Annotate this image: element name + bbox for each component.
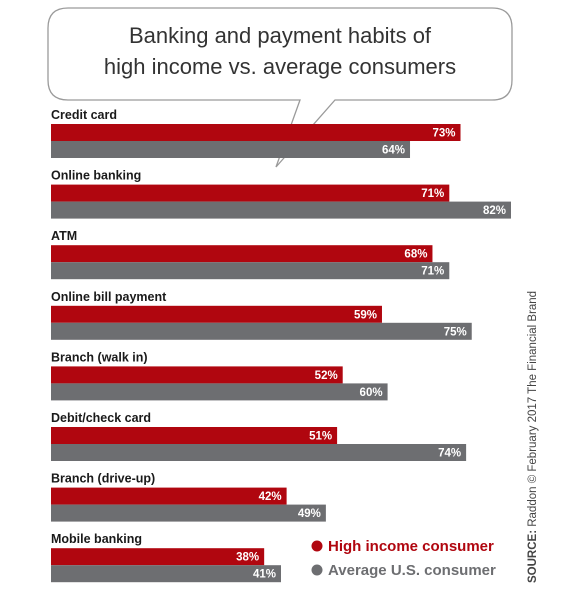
bar-average	[51, 565, 281, 583]
bar-value-label: 73%	[432, 128, 455, 140]
source-text: Raddon © February 2017 The Financial Bra…	[527, 290, 539, 527]
bar-high-income	[51, 427, 338, 444]
bar-value-label: 51%	[309, 431, 332, 443]
category-label: Credit card	[51, 108, 117, 122]
category-label: Online banking	[51, 169, 141, 183]
bar-average	[51, 322, 472, 340]
bar-high-income	[51, 487, 287, 505]
bar-value-label: 75%	[444, 326, 467, 338]
legend-swatch	[311, 540, 323, 552]
bar-value-label: 42%	[259, 491, 282, 503]
source-credit: SOURCE: Raddon © February 2017 The Finan…	[527, 291, 539, 583]
category-label: Online bill payment	[51, 290, 167, 304]
bar-average	[51, 262, 450, 280]
bar-value-label: 74%	[438, 448, 461, 460]
bar-average	[51, 201, 511, 219]
bar-value-label: 60%	[360, 387, 383, 399]
bar-value-label: 52%	[315, 370, 338, 382]
category-label: Mobile banking	[51, 532, 142, 546]
bar-high-income	[51, 184, 450, 202]
category-label: ATM	[51, 229, 77, 243]
category-label: Branch (walk in)	[51, 350, 148, 364]
bar-value-label: 68%	[404, 249, 427, 261]
legend-label: High income consumer	[328, 538, 494, 555]
bar-value-label: 71%	[421, 266, 444, 278]
bar-high-income	[51, 305, 382, 323]
bar-high-income	[51, 548, 265, 566]
chart-title-line-1: Banking and payment habits of	[128, 23, 432, 48]
legend-label: Average U.S. consumer	[328, 562, 496, 579]
bar-value-label: 38%	[236, 552, 259, 564]
bar-value-label: 49%	[298, 508, 321, 520]
bar-average	[51, 444, 467, 461]
bar-average	[51, 504, 326, 522]
bar-average	[51, 141, 411, 158]
bar-value-label: 71%	[421, 188, 444, 200]
bar-average	[51, 383, 388, 401]
bar-high-income	[51, 366, 343, 384]
source-label: SOURCE:	[527, 529, 539, 583]
category-label: Branch (drive-up)	[51, 472, 155, 486]
bar-high-income	[51, 124, 461, 141]
bar-value-label: 59%	[354, 309, 377, 321]
bar-high-income	[51, 245, 433, 263]
bar-value-label: 41%	[253, 569, 276, 581]
bar-value-label: 64%	[382, 145, 405, 157]
legend-swatch	[311, 564, 323, 576]
category-label: Debit/check card	[51, 411, 151, 425]
chart-title-line-2: high income vs. average consumers	[103, 54, 457, 79]
bar-value-label: 82%	[483, 205, 506, 217]
